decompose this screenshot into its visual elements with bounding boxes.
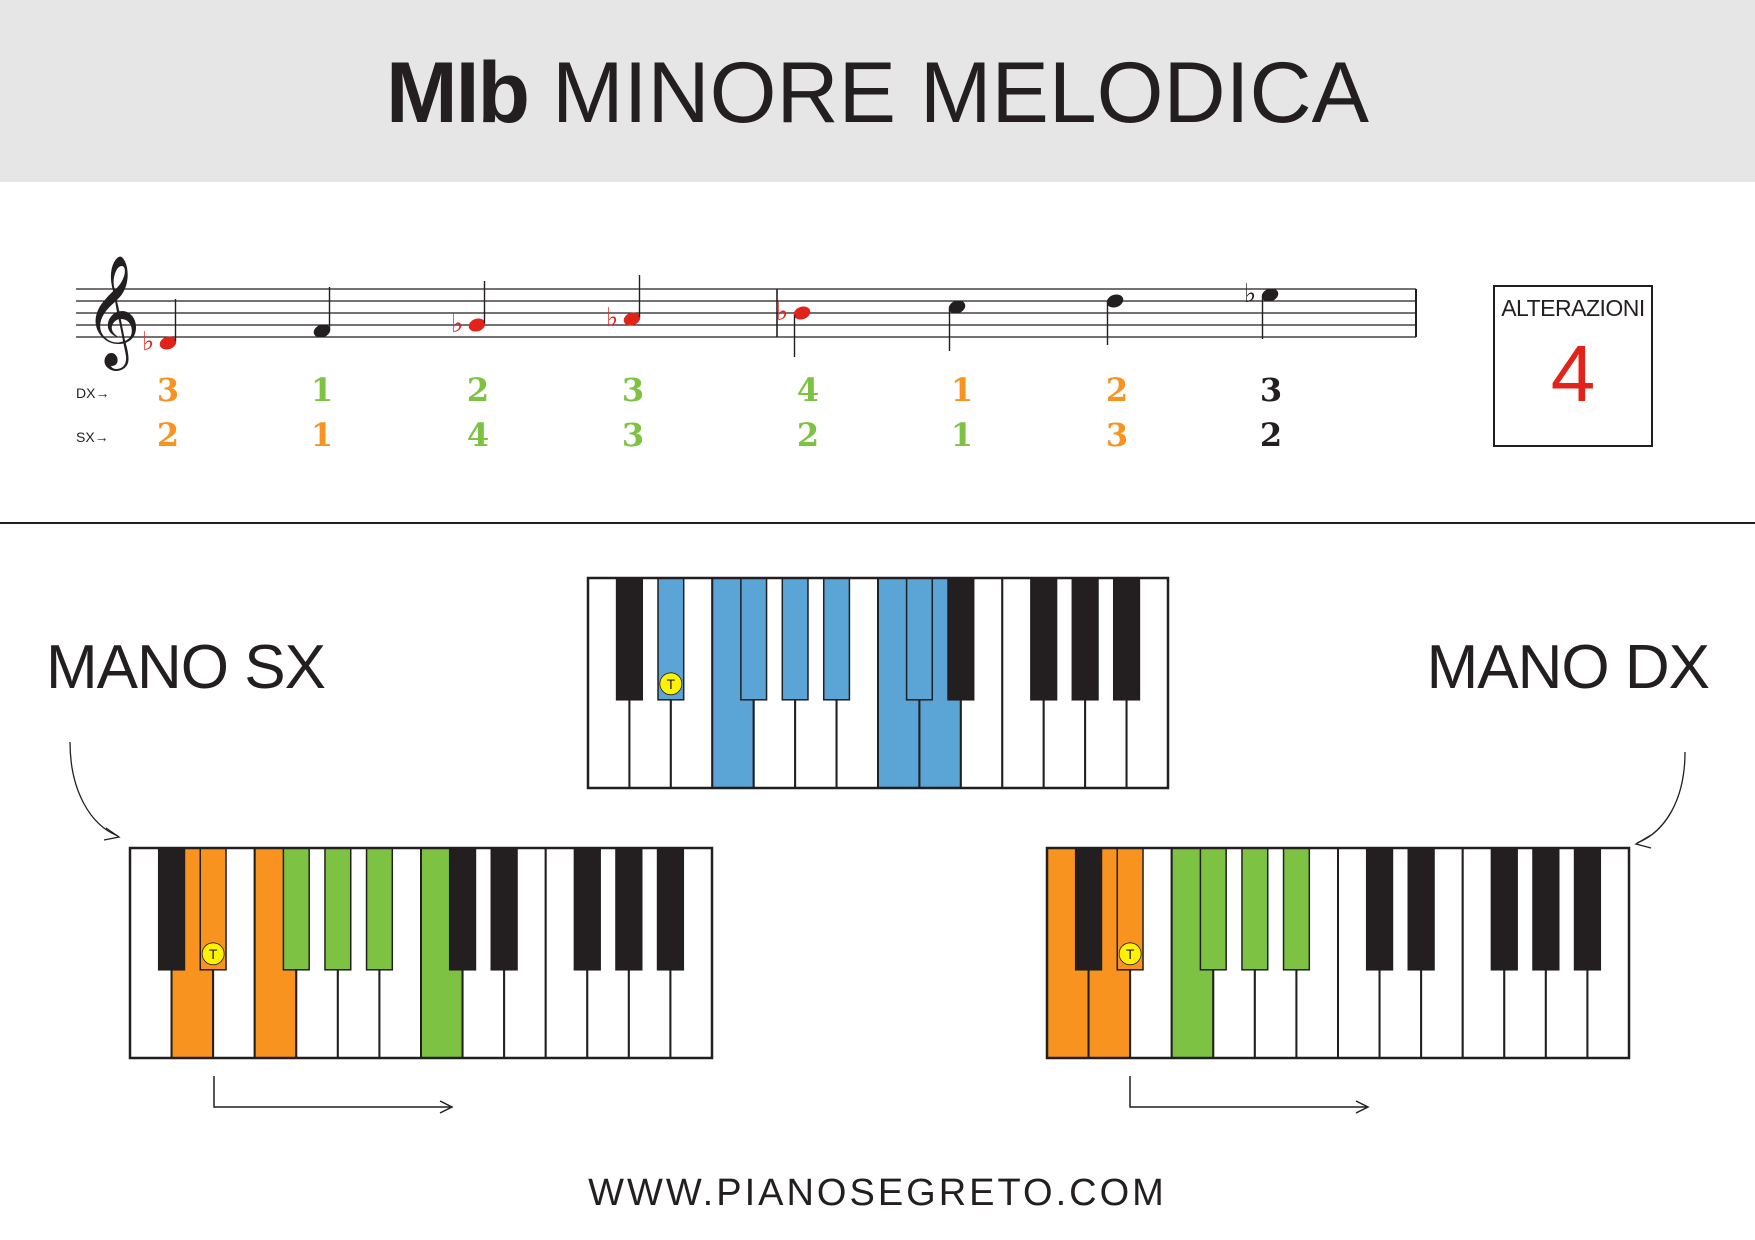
black-key [1575,848,1601,970]
right-direction-arrow [1130,1076,1366,1107]
black-key [741,578,767,700]
black-key [824,578,850,700]
black-key [1031,578,1057,700]
tonic-marker-label: T [1126,946,1135,962]
black-key [907,578,933,700]
black-key [1491,848,1517,970]
black-key [1533,848,1559,970]
black-key [1367,848,1393,970]
direction-arrows [214,1076,1368,1113]
black-key [574,848,600,970]
black-key [491,848,517,970]
right-arrow-head [1636,835,1651,848]
black-key [948,578,974,700]
black-key [617,578,643,700]
black-key [1072,578,1098,700]
black-key [1284,848,1310,970]
left-direction-arrow [214,1076,450,1107]
black-key [782,578,808,700]
black-key [1076,848,1102,970]
black-key [1242,848,1268,970]
black-key [283,848,309,970]
left-hand-keyboard: T [130,848,712,1058]
tonic-marker-label: T [209,946,218,962]
black-key [1200,848,1226,970]
reference-keyboard: T [588,578,1168,788]
black-key [658,848,684,970]
right-hand-keyboard: T [1047,848,1629,1058]
black-key [367,848,393,970]
black-key [616,848,642,970]
tonic-marker-label: T [667,676,676,692]
black-key [1114,578,1140,700]
black-key [450,848,476,970]
black-key [159,848,185,970]
black-key [325,848,351,970]
left-curved-arrow [70,742,118,836]
black-key [1408,848,1434,970]
right-curved-arrow [1637,752,1685,843]
website-footer: WWW.PIANOSEGRETO.COM [0,1172,1755,1215]
